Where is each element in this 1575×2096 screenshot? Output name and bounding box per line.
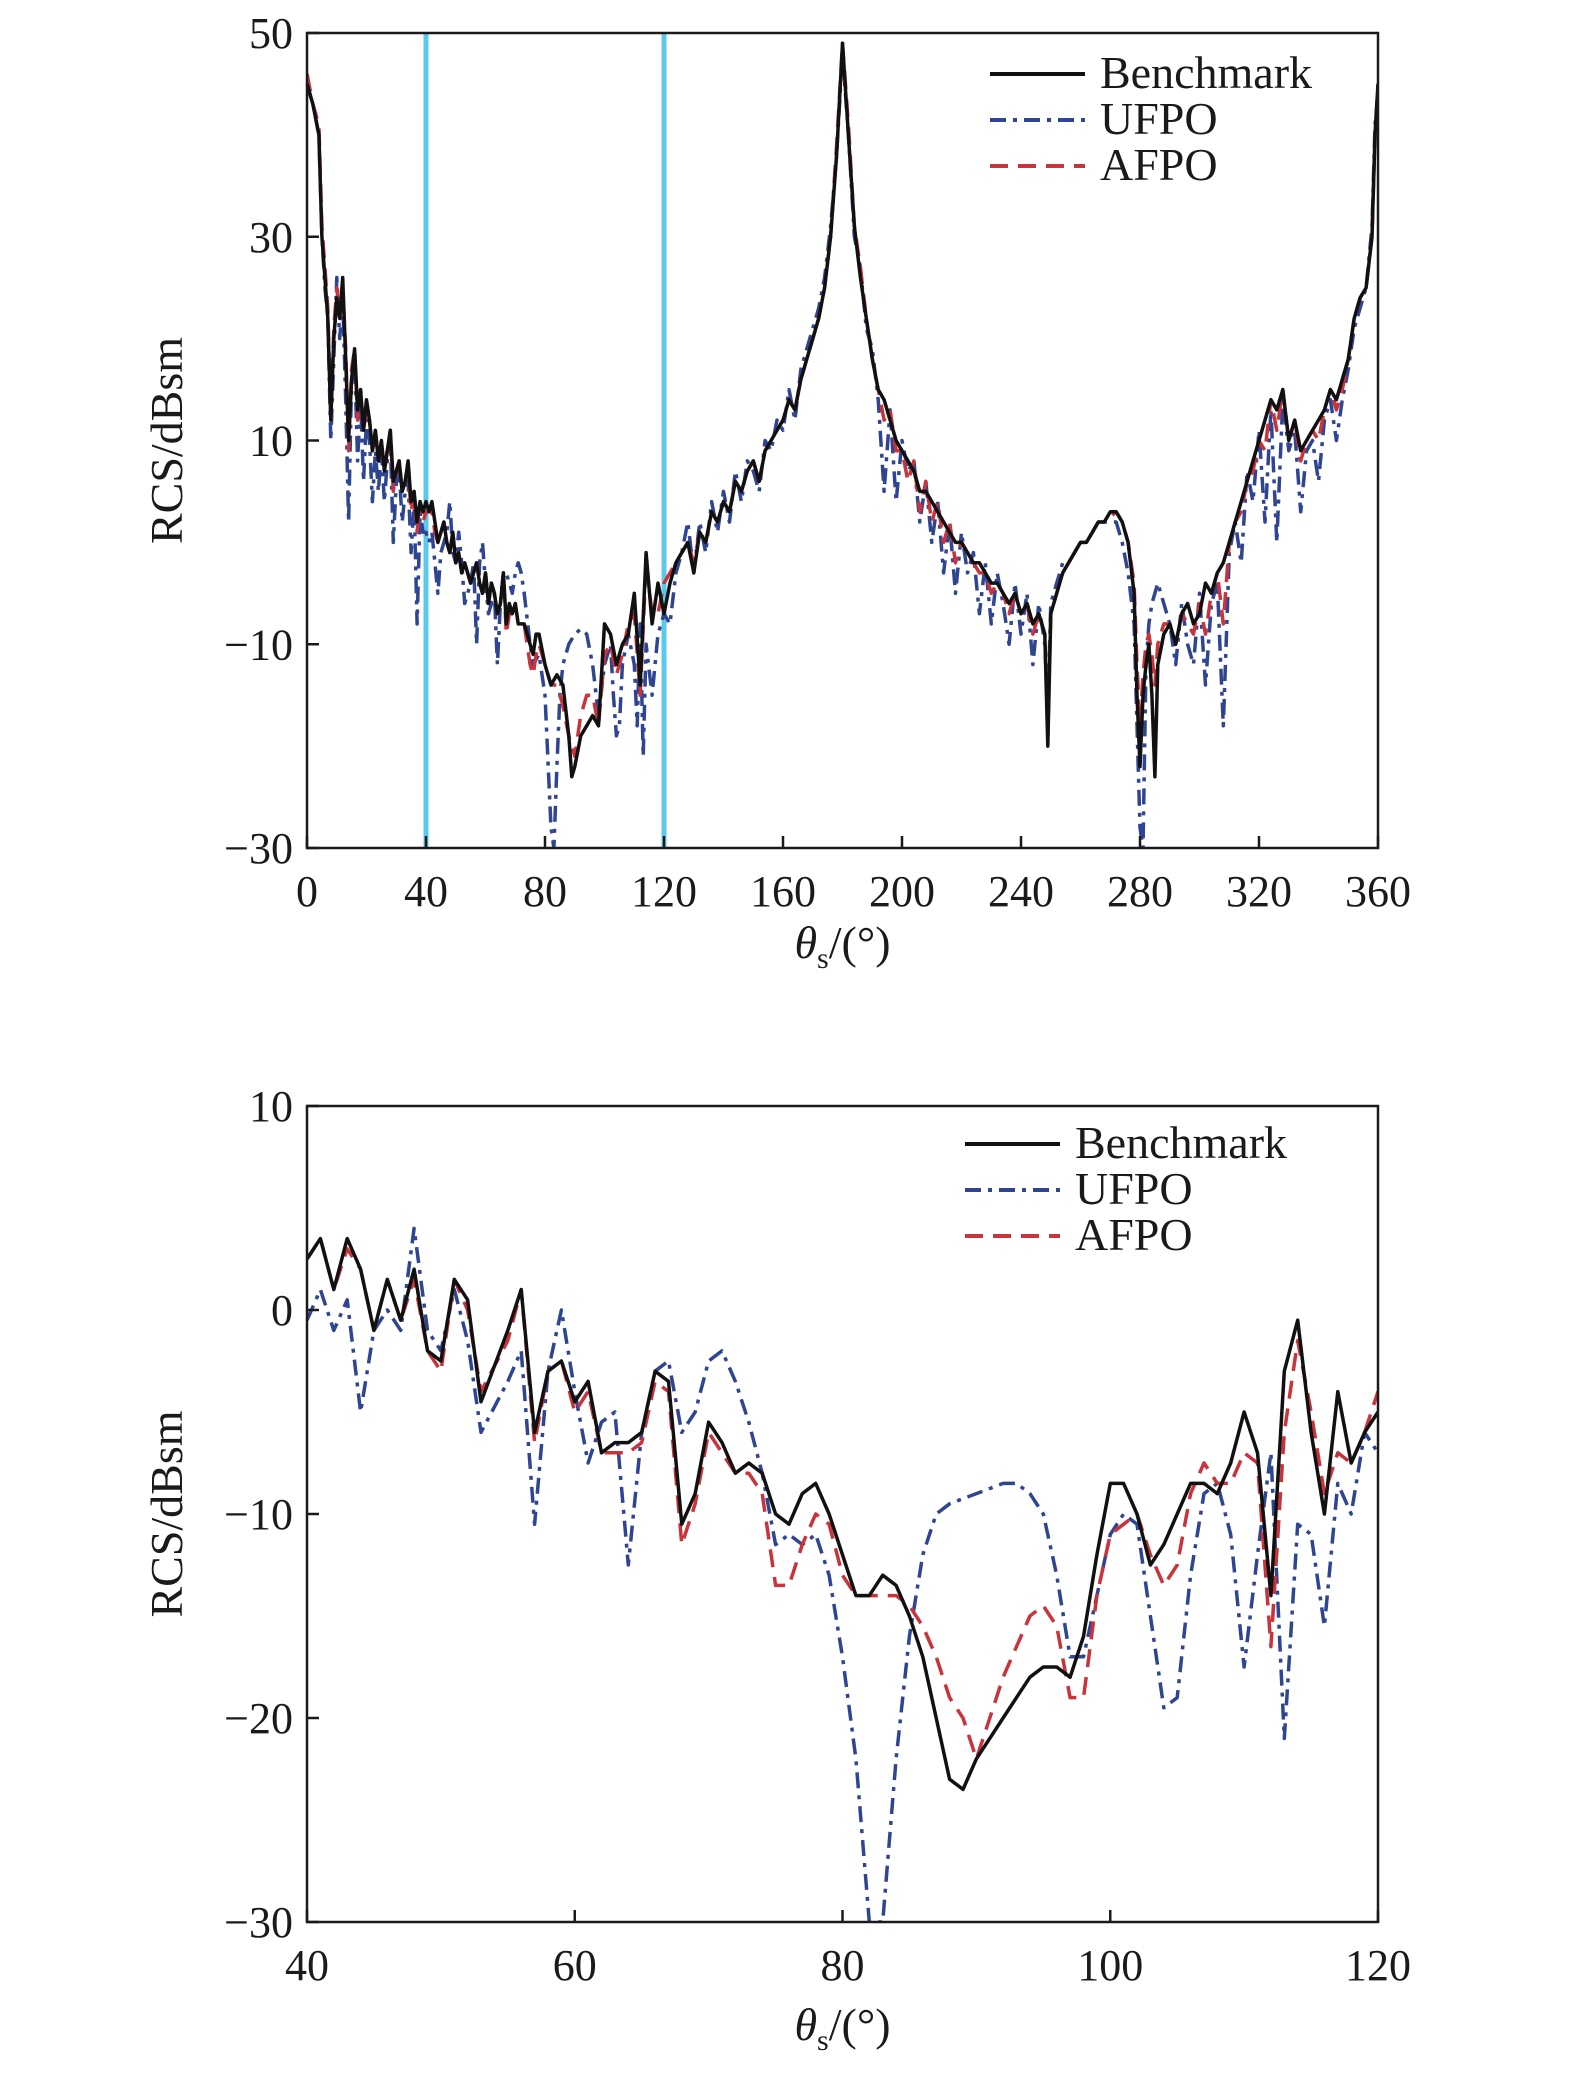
series-line-ufpo: [307, 51, 1378, 848]
plot-frame: [305, 1104, 1380, 1924]
x-tick-label: 0: [296, 867, 318, 916]
x-tick-label: 320: [1226, 867, 1292, 916]
legend-label-afpo: AFPO: [1075, 1209, 1193, 1260]
series-line-afpo: [307, 1236, 1378, 1761]
x-tick-label: 280: [1107, 867, 1173, 916]
x-tick-label: 360: [1345, 867, 1411, 916]
y-tick-label: −10: [224, 620, 293, 669]
y-tick-label: 30: [249, 213, 293, 262]
y-tick-label: 10: [249, 417, 293, 466]
x-tick-label: 240: [988, 867, 1054, 916]
y-tick-label: −10: [224, 1490, 293, 1539]
series-group: [307, 1226, 1378, 1922]
y-tick-label: 10: [249, 1082, 293, 1131]
x-tick-label: 120: [631, 867, 697, 916]
rcs-zoom-chart: 40 60 80 100 120 −30 −20 −10 0 10 RCS/dBsm θs/(°) Be…: [141, 1082, 1411, 2057]
legend-label-afpo: AFPO: [1100, 139, 1218, 190]
y-tick-label: 0: [271, 1286, 293, 1335]
x-tick-label: 40: [404, 867, 448, 916]
y-tick-label: 50: [249, 9, 293, 58]
x-tick-label: 120: [1345, 1941, 1411, 1990]
rcs-full-range-chart: 0 40 80 120 160 200 240 280 320 360 −30 −10 10 30 50 RC…: [141, 9, 1411, 975]
x-tick-label: 40: [285, 1941, 329, 1990]
x-axis-label: θs/(°): [794, 917, 890, 975]
legend-label-ufpo: UFPO: [1100, 93, 1218, 144]
x-tick-label: 80: [523, 867, 567, 916]
y-tick-label: −30: [224, 824, 293, 873]
y-axis-label: RCS/dBsm: [141, 337, 192, 544]
legend-label-ufpo: UFPO: [1075, 1163, 1193, 1214]
legend-label-benchmark: Benchmark: [1075, 1117, 1287, 1168]
y-tick-label: −30: [224, 1898, 293, 1947]
y-tick-label: −20: [224, 1694, 293, 1743]
series-line-benchmark: [307, 41, 1378, 779]
x-tick-label: 160: [750, 867, 816, 916]
series-line-ufpo: [307, 1226, 1378, 1922]
x-tick-label: 100: [1077, 1941, 1143, 1990]
series-group: [307, 41, 1378, 848]
x-tick-label: 60: [553, 1941, 597, 1990]
x-tick-label: 200: [869, 867, 935, 916]
y-axis-label: RCS/dBsm: [141, 1410, 192, 1617]
series-line-benchmark: [307, 1236, 1378, 1792]
legend-label-benchmark: Benchmark: [1100, 47, 1312, 98]
x-axis-label: θs/(°): [794, 1999, 890, 2057]
x-tick-label: 80: [821, 1941, 865, 1990]
